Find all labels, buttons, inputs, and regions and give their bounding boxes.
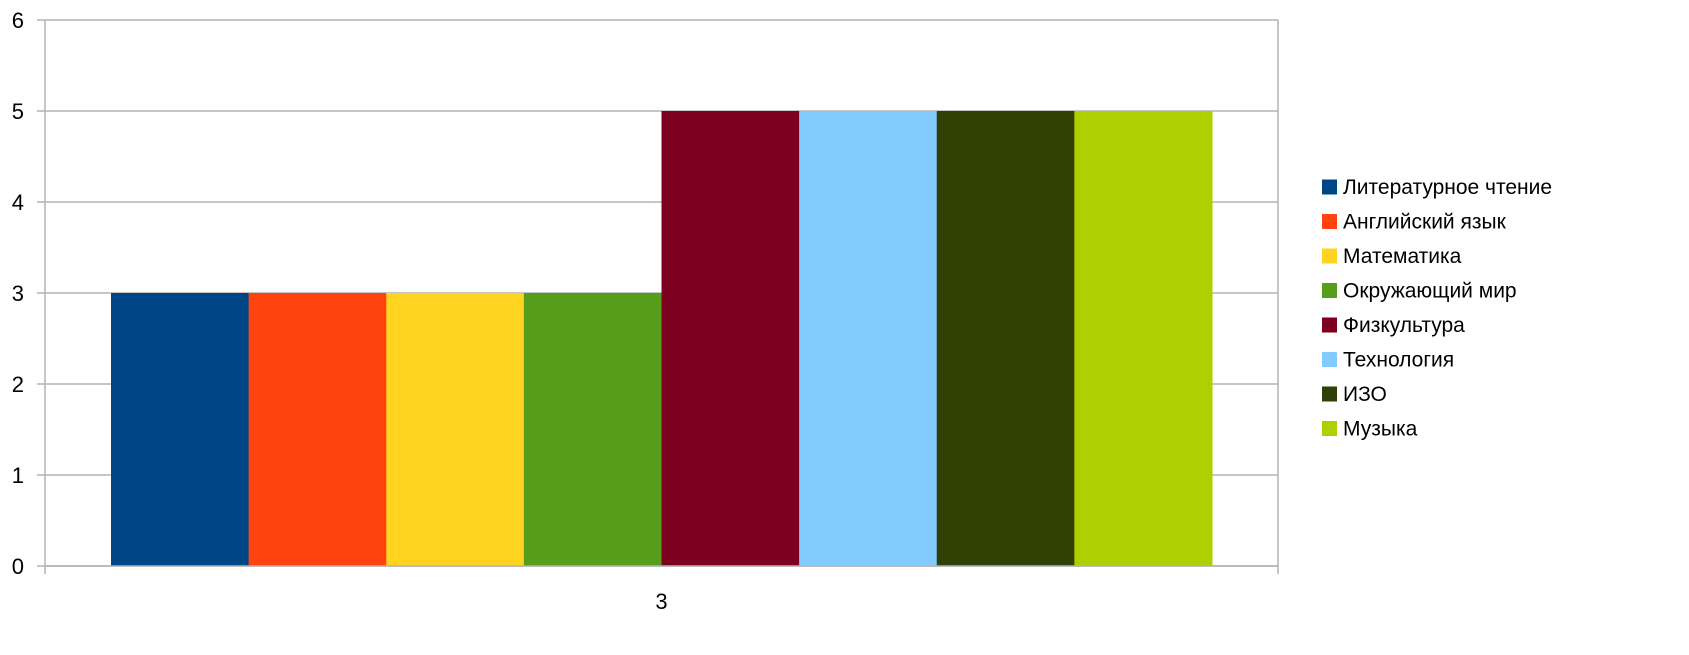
bars (111, 111, 1213, 566)
legend-label: Окружающий мир (1343, 280, 1517, 303)
axes: 0 1 2 3 4 5 6 3 (12, 8, 1278, 614)
y-tick-label: 3 (12, 281, 24, 306)
x-tick-label: 3 (655, 589, 667, 614)
bar (661, 111, 800, 566)
legend-label: Литературное чтение (1343, 176, 1552, 199)
legend-label: ИЗО (1343, 383, 1387, 406)
y-tick-label: 1 (12, 463, 24, 488)
legend-swatch (1322, 352, 1337, 367)
bar (111, 293, 250, 566)
bar (936, 111, 1075, 566)
legend-swatch (1322, 317, 1337, 333)
y-tick-label: 4 (12, 190, 24, 215)
y-tick-label: 2 (12, 372, 24, 397)
legend-label: Математика (1343, 245, 1462, 268)
legend-swatch (1322, 248, 1337, 264)
bar (523, 293, 662, 566)
bar (386, 293, 525, 566)
legend: Литературное чтение Английский язык Матема… (1322, 176, 1552, 441)
legend-label: Музыка (1343, 418, 1418, 441)
legend-label: Физкультура (1343, 314, 1465, 337)
legend-swatch (1322, 421, 1337, 436)
legend-label: Английский язык (1343, 211, 1507, 234)
legend-swatch (1322, 283, 1337, 298)
y-tick-label: 6 (12, 8, 24, 33)
y-tick-label: 0 (12, 554, 24, 579)
y-tick-label: 5 (12, 99, 24, 124)
legend-swatch (1322, 179, 1337, 195)
bar (248, 293, 387, 566)
legend-swatch (1322, 214, 1337, 229)
legend-swatch (1322, 386, 1337, 402)
legend-label: Технология (1343, 349, 1454, 372)
bar (799, 111, 938, 566)
bar (1074, 111, 1213, 566)
